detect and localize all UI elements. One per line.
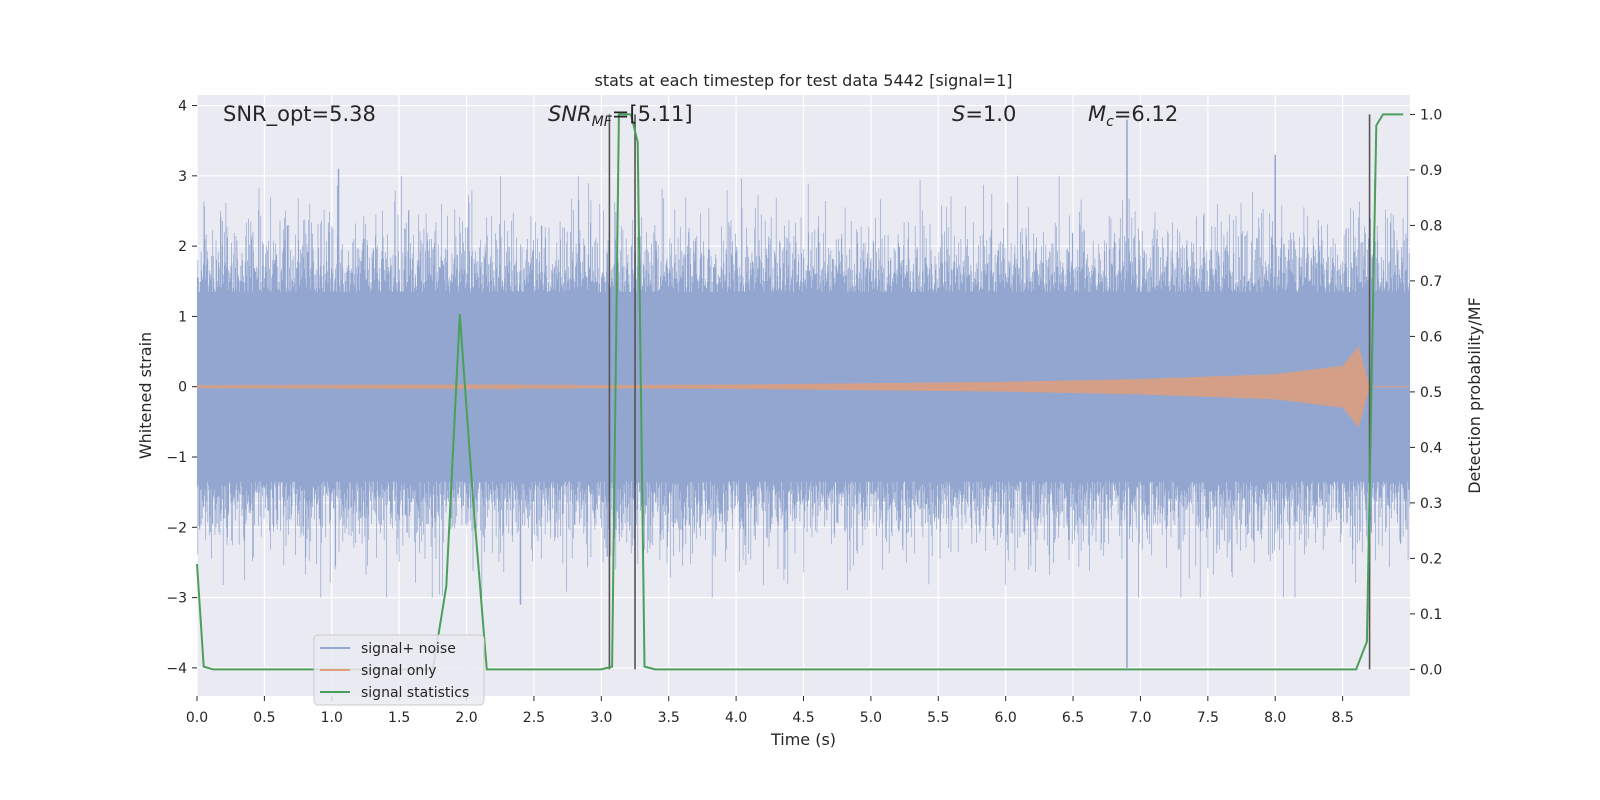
y-tick-label: −3: [166, 591, 187, 607]
y2-tick-label: 1.0: [1420, 107, 1442, 123]
annotation-mc-value: =6.12: [1114, 102, 1178, 126]
annotation-snr-mf-value: =[5.11]: [612, 102, 693, 126]
plot-area: [196, 95, 1411, 696]
annotations: SNR_opt=5.38 SNRMF=[5.11] S=1.0 Mc=6.12: [223, 102, 1178, 130]
x-tick-label: 5.0: [860, 710, 882, 726]
y2-tick-label: 0.2: [1420, 551, 1442, 567]
annotation-snr-mf: SNRMF=[5.11]: [548, 102, 693, 130]
y2-tick-label: 0.7: [1420, 274, 1442, 290]
x-tick-label: 0.0: [186, 710, 208, 726]
x-tick-label: 0.5: [253, 710, 275, 726]
annotation-mc: Mc=6.12: [1088, 102, 1178, 130]
signal-statistics-line: [196, 113, 1404, 671]
annotation-mc-sub: c: [1106, 114, 1114, 130]
y2-axis-label: Detection probability/MF: [1465, 297, 1484, 494]
y2-tick-label: 0.1: [1420, 607, 1442, 623]
annotation-snr-mf-main: SNR: [548, 102, 592, 126]
y-tick-label: −2: [166, 520, 187, 536]
y-tick-label: 2: [178, 239, 187, 255]
x-tick-label: 1.5: [388, 710, 410, 726]
annotation-s-main: S: [952, 102, 965, 126]
x-tick-label: 3.5: [658, 710, 680, 726]
signal-only-trace: [196, 345, 1410, 427]
axes: 0.0 0.5 1.0 1.5 2.0 2.5 3.0 3.5 4.0 4.5 5.0 5.5 6.0 6…: [166, 99, 1442, 726]
x-tick-label: 7.5: [1197, 710, 1219, 726]
y-tick-label: 3: [178, 169, 187, 185]
y2-tick-label: 0.8: [1420, 218, 1442, 234]
x-tick-label: 2.5: [523, 710, 545, 726]
legend-label: signal only: [361, 663, 436, 679]
x-tick-label: 6.0: [995, 710, 1017, 726]
y2-tick-label: 0.3: [1420, 496, 1442, 512]
x-tick-label: 3.0: [590, 710, 612, 726]
y-axis-label: Whitened strain: [136, 332, 155, 459]
y2-tick-label: 0.5: [1420, 385, 1442, 401]
x-tick-label: 4.0: [725, 710, 747, 726]
legend-frame: [313, 634, 485, 706]
annotation-snr-mf-sub: MF: [592, 114, 613, 130]
y-tick-label: 1: [178, 309, 187, 325]
annotation-mc-main: M: [1088, 102, 1106, 126]
vertical-markers: [608, 114, 1371, 670]
y2-tick-label: 0.6: [1420, 329, 1442, 345]
x-tick-label: 2.0: [455, 710, 477, 726]
y-tick-label: 0: [178, 380, 187, 396]
y-tick-label: −4: [166, 661, 187, 677]
x-axis-label: Time (s): [770, 730, 836, 749]
x-tick-label: 1.0: [321, 710, 343, 726]
y-tick-label: 4: [178, 99, 187, 115]
x-tick-label: 6.5: [1062, 710, 1084, 726]
chart-title: stats at each timestep for test data 544…: [594, 71, 1012, 90]
legend-label: signal statistics: [361, 685, 469, 701]
x-tick-label: 7.0: [1129, 710, 1151, 726]
y2-tick-label: 0.9: [1420, 163, 1442, 179]
y-tick-label: −1: [166, 450, 187, 466]
y2-tick-label: 0.0: [1420, 662, 1442, 678]
x-tick-label: 5.5: [927, 710, 949, 726]
annotation-s-value: =1.0: [965, 102, 1016, 126]
annotation-snr-opt: SNR_opt=5.38: [223, 102, 376, 127]
annotation-s: S=1.0: [952, 102, 1016, 126]
y2-tick-label: 0.4: [1420, 440, 1442, 456]
legend: signal+ noise signal only signal statistic…: [313, 634, 485, 706]
legend-label: signal+ noise: [361, 641, 456, 657]
series-signal-only: [196, 345, 1410, 427]
series-signal-statistics: [196, 113, 1404, 671]
x-tick-label: 8.0: [1264, 710, 1286, 726]
x-tick-label: 4.5: [792, 710, 814, 726]
x-tick-label: 8.5: [1331, 710, 1353, 726]
